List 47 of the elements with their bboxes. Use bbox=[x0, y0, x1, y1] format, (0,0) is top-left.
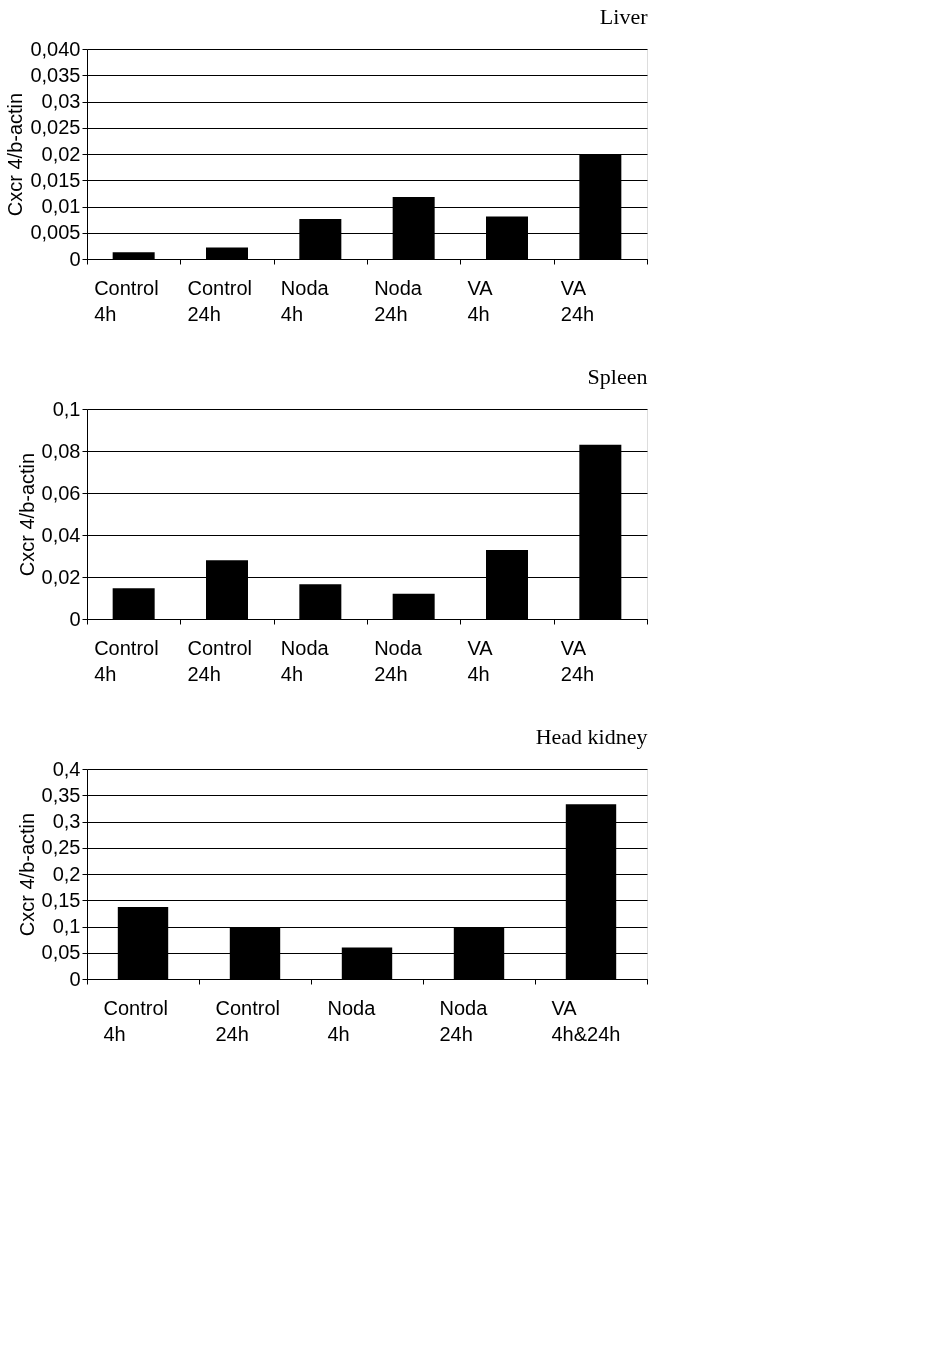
x-tick-label: VA 4h&24h bbox=[551, 996, 621, 1045]
x-tick-label: VA 4h bbox=[467, 276, 494, 325]
y-tick-label: 0,08 bbox=[41, 439, 81, 462]
x-tick-label: Noda 4h bbox=[280, 276, 330, 325]
y-tick-label: 0,35 bbox=[41, 783, 81, 806]
y-axis-title: Cxcr 4/b-actin bbox=[15, 812, 38, 937]
y-tick-label: 0,4 bbox=[52, 757, 81, 780]
y-tick-label: 0,04 bbox=[41, 523, 81, 546]
x-tick-label: VA 4h bbox=[467, 636, 494, 685]
y-tick-label: 0,1 bbox=[52, 397, 81, 420]
y-tick-label: 0,035 bbox=[30, 63, 81, 86]
x-tick-label: Noda 24h bbox=[374, 276, 423, 325]
x-tick-label: Control 4h bbox=[103, 996, 168, 1045]
y-tick-label: 0,02 bbox=[41, 565, 81, 588]
x-tick-label: Control 24h bbox=[187, 276, 252, 325]
y-tick-label: 0,015 bbox=[30, 168, 81, 191]
chart-title: Liver bbox=[599, 4, 649, 29]
y-tick-label: 0 bbox=[69, 607, 81, 630]
y-tick-label: 0 bbox=[69, 247, 81, 270]
y-tick-label: 0,05 bbox=[41, 941, 81, 964]
x-tick-label: Noda 4h bbox=[280, 636, 330, 685]
y-tick-label: 0,005 bbox=[30, 221, 81, 244]
x-tick-label: Noda 4h bbox=[327, 996, 377, 1045]
x-tick-label: Control 24h bbox=[187, 636, 252, 685]
y-tick-label: 0,025 bbox=[30, 116, 81, 139]
y-tick-label: 0,2 bbox=[52, 862, 81, 885]
y-tick-label: 0,1 bbox=[52, 915, 81, 937]
y-tick-label: 0 bbox=[69, 967, 81, 990]
y-tick-label: 0,02 bbox=[41, 142, 81, 165]
chart-title: Spleen bbox=[587, 364, 648, 389]
y-tick-label: 0,01 bbox=[41, 195, 81, 217]
y-axis-title: Cxcr 4/b-actin bbox=[4, 92, 27, 217]
y-tick-label: 0,06 bbox=[41, 481, 81, 504]
x-tick-label: Control 4h bbox=[94, 636, 159, 685]
y-tick-label: 0,15 bbox=[41, 888, 81, 911]
x-tick-label: VA 24h bbox=[560, 636, 595, 685]
x-tick-label: VA 24h bbox=[560, 276, 595, 325]
chart-title: Head kidney bbox=[535, 724, 648, 749]
x-tick-label: Noda 24h bbox=[374, 636, 423, 685]
x-tick-label: Control 24h bbox=[215, 996, 280, 1045]
y-tick-label: 0,040 bbox=[30, 37, 81, 60]
x-tick-label: Noda 24h bbox=[439, 996, 489, 1045]
y-tick-label: 0,03 bbox=[41, 90, 81, 112]
y-tick-label: 0,25 bbox=[41, 836, 81, 859]
x-tick-label: Control 4h bbox=[94, 276, 159, 325]
y-axis-title: Cxcr 4/b-actin bbox=[15, 452, 38, 577]
y-tick-label: 0,3 bbox=[52, 810, 81, 832]
